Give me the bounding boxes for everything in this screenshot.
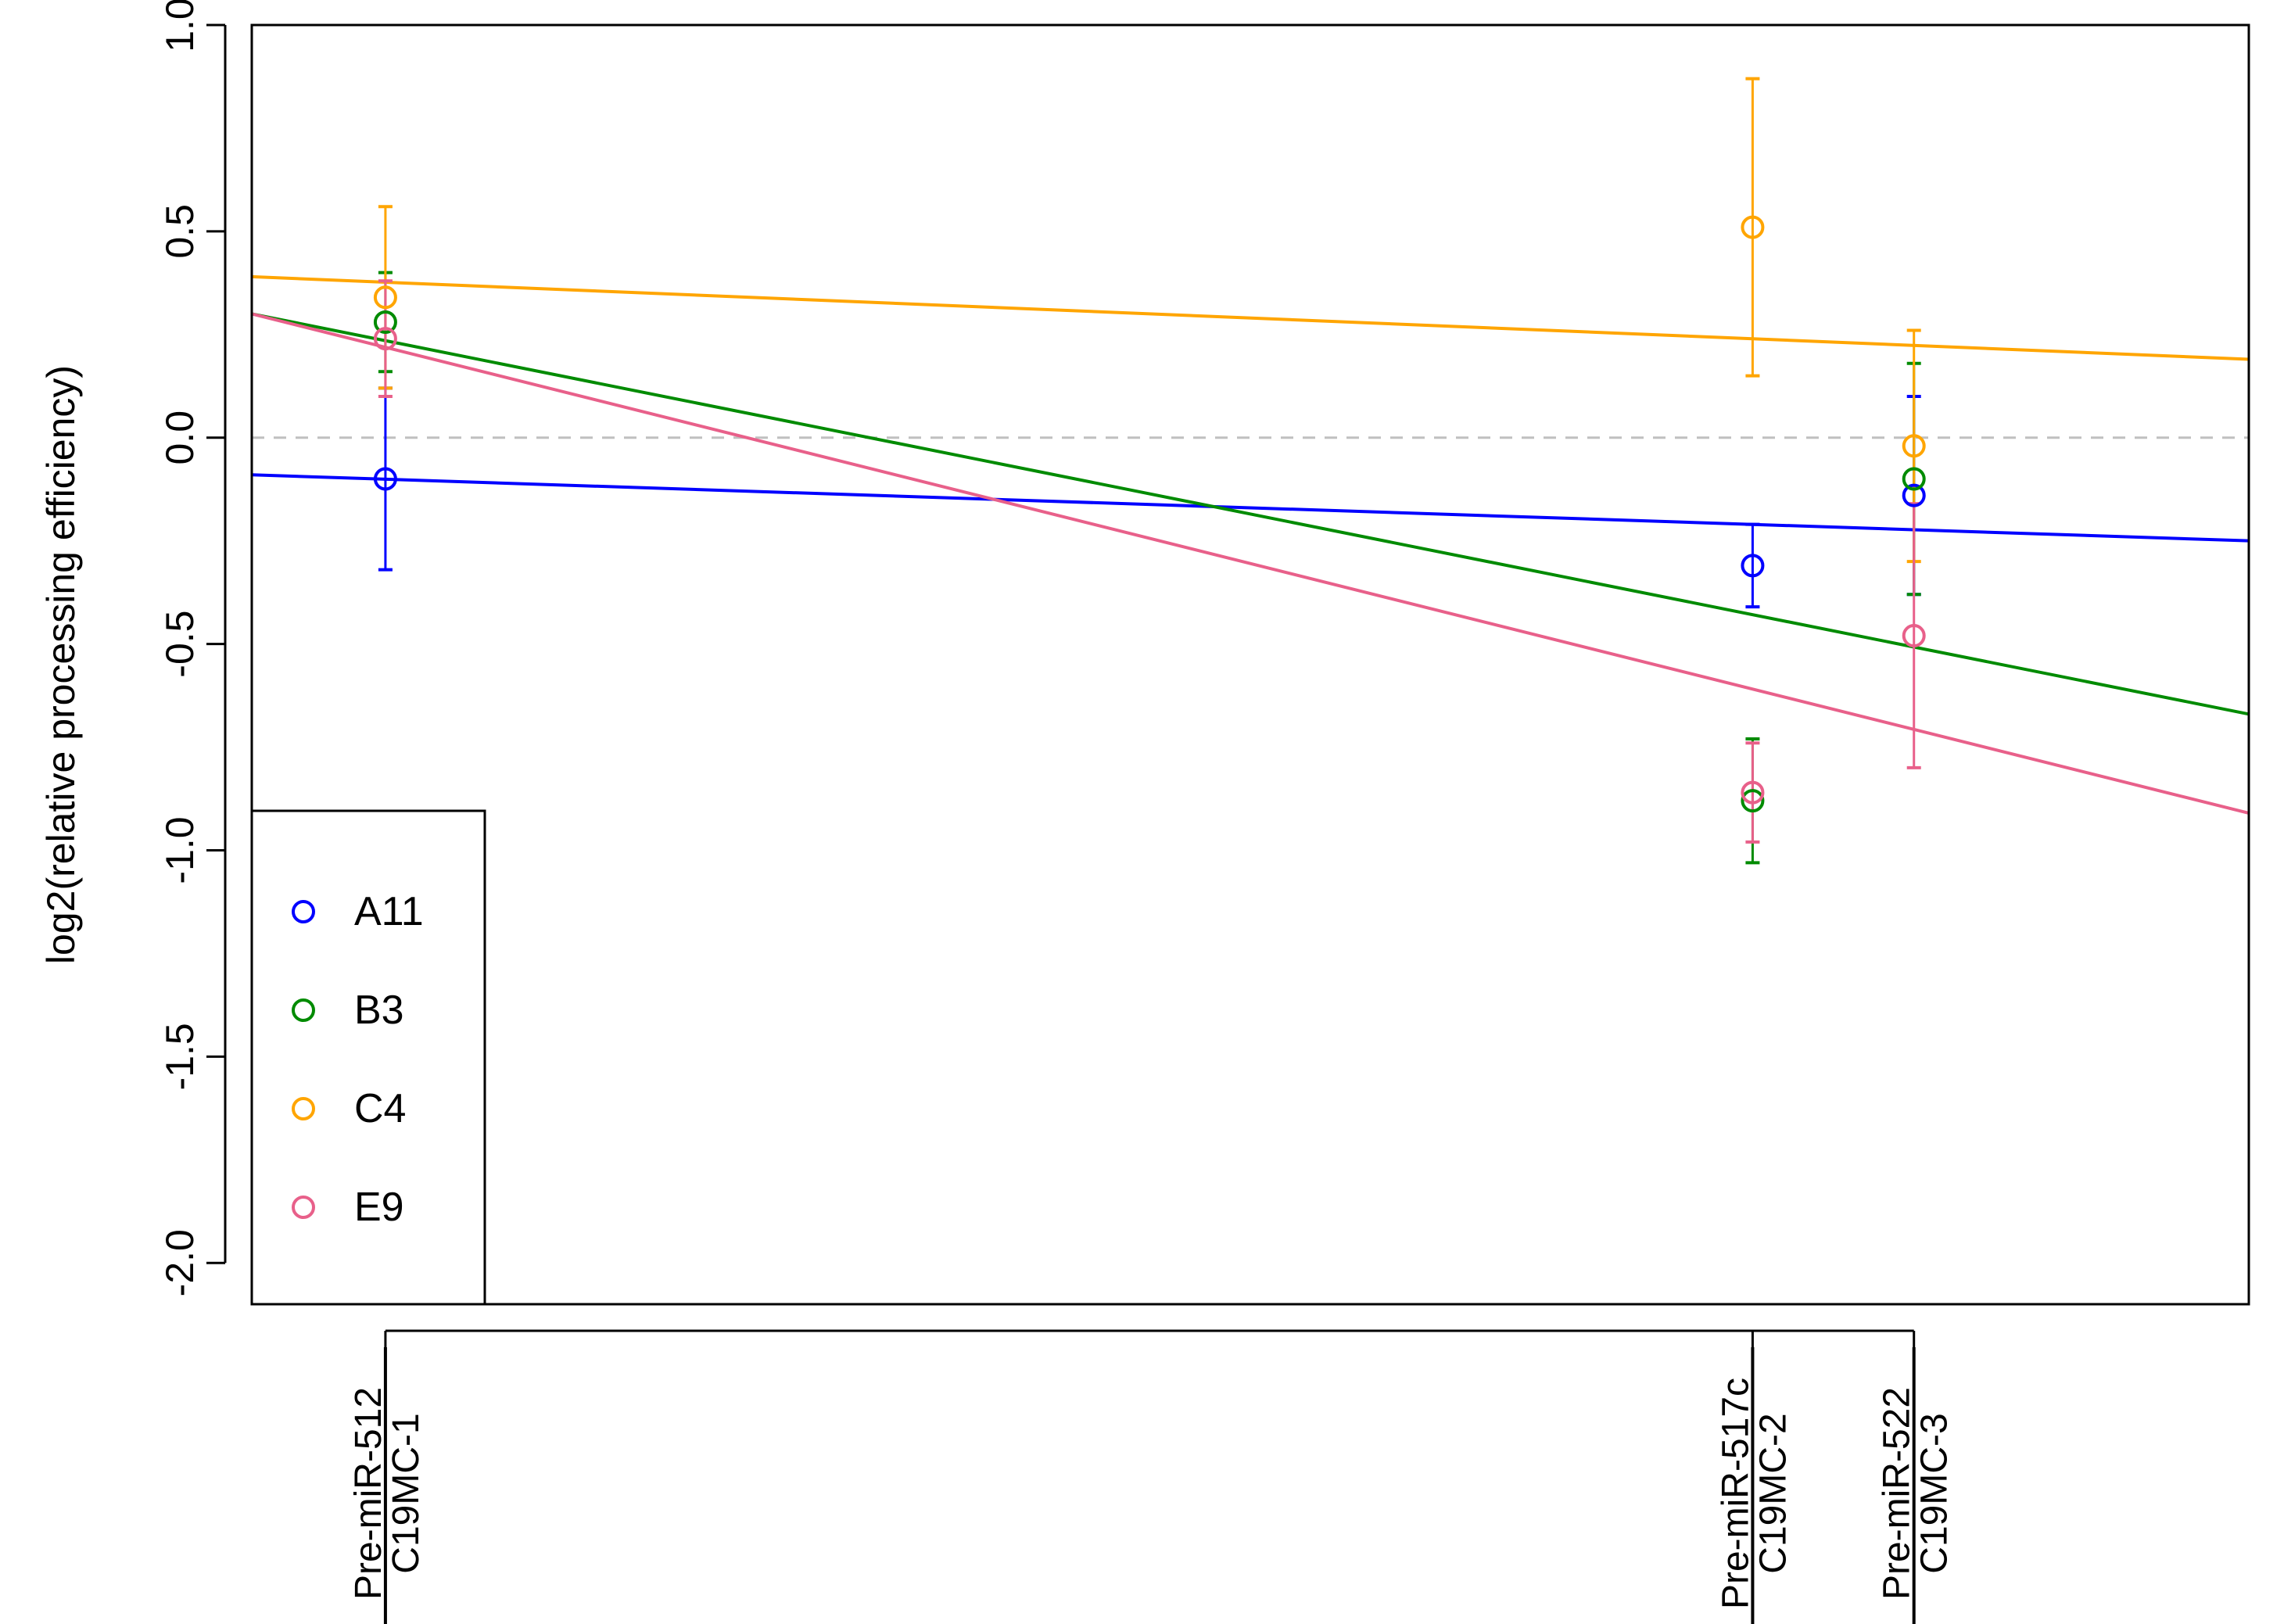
legend-label-a11: A11 <box>354 889 424 934</box>
x-label-line1: Pre-miR-522 <box>1877 1387 1918 1600</box>
data-point-c4 <box>1902 434 1926 458</box>
data-point-a11 <box>1741 554 1765 578</box>
y-tick-label: -0.5 <box>158 611 202 678</box>
data-point-e9 <box>1741 780 1765 805</box>
y-tick-label: -1.5 <box>158 1023 202 1090</box>
error-bar-c4 <box>1745 77 1760 378</box>
legend-label-c4: C4 <box>354 1086 406 1131</box>
fit-lines <box>251 274 2250 815</box>
x-label-line2: C19MC-3 <box>1914 1413 1956 1573</box>
fit-line-a11 <box>251 473 2250 543</box>
legend-box <box>250 809 486 1306</box>
x-label-line1: Pre-miR-512 <box>348 1387 389 1600</box>
legend-marker-b3 <box>292 998 315 1022</box>
x-label-line2: C19MC-1 <box>385 1413 427 1573</box>
data-point-c4 <box>373 285 397 310</box>
y-tick-label: 0.5 <box>158 204 202 259</box>
data-point-c4 <box>1741 215 1765 239</box>
data-point-b3 <box>1741 789 1765 813</box>
y-axis-label: log2(relative processing efficiency) <box>39 365 83 964</box>
y-tick-label: -1.0 <box>158 816 202 884</box>
error-bars <box>378 77 1921 865</box>
x-label-line1: Pre-miR-517c <box>1715 1378 1756 1609</box>
legend-marker-c4 <box>292 1097 315 1120</box>
legend-label-e9: E9 <box>354 1185 404 1230</box>
legend-label-b3: B3 <box>354 988 404 1033</box>
data-point-a11 <box>1902 483 1926 507</box>
error-bar-e9 <box>378 279 393 398</box>
y-tick-label: -2.0 <box>158 1229 202 1296</box>
legend: A11 B3 C4 E9 <box>250 809 486 1306</box>
data-point-b3 <box>373 310 397 334</box>
fit-line-e9 <box>251 312 2250 815</box>
data-points <box>373 215 1926 813</box>
y-axis: -2.0 -1.5 -1.0 -0.5 0.0 0.5 1.0 <box>158 0 227 1296</box>
y-tick-label: 1.0 <box>158 0 202 52</box>
x-label-line2: C19MC-2 <box>1752 1413 1794 1573</box>
y-tick-label: 0.0 <box>158 410 202 465</box>
fit-line-b3 <box>251 312 2250 716</box>
fit-line-c4 <box>251 274 2250 361</box>
error-bar-a11 <box>1745 522 1760 609</box>
data-point-b3 <box>1902 467 1926 491</box>
error-bar-e9 <box>1745 741 1760 844</box>
plot-frame <box>250 23 2250 1306</box>
data-point-e9 <box>373 327 397 351</box>
data-point-e9 <box>1902 624 1926 648</box>
legend-marker-e9 <box>292 1196 315 1219</box>
data-point-a11 <box>373 467 397 491</box>
legend-marker-a11 <box>292 900 315 923</box>
